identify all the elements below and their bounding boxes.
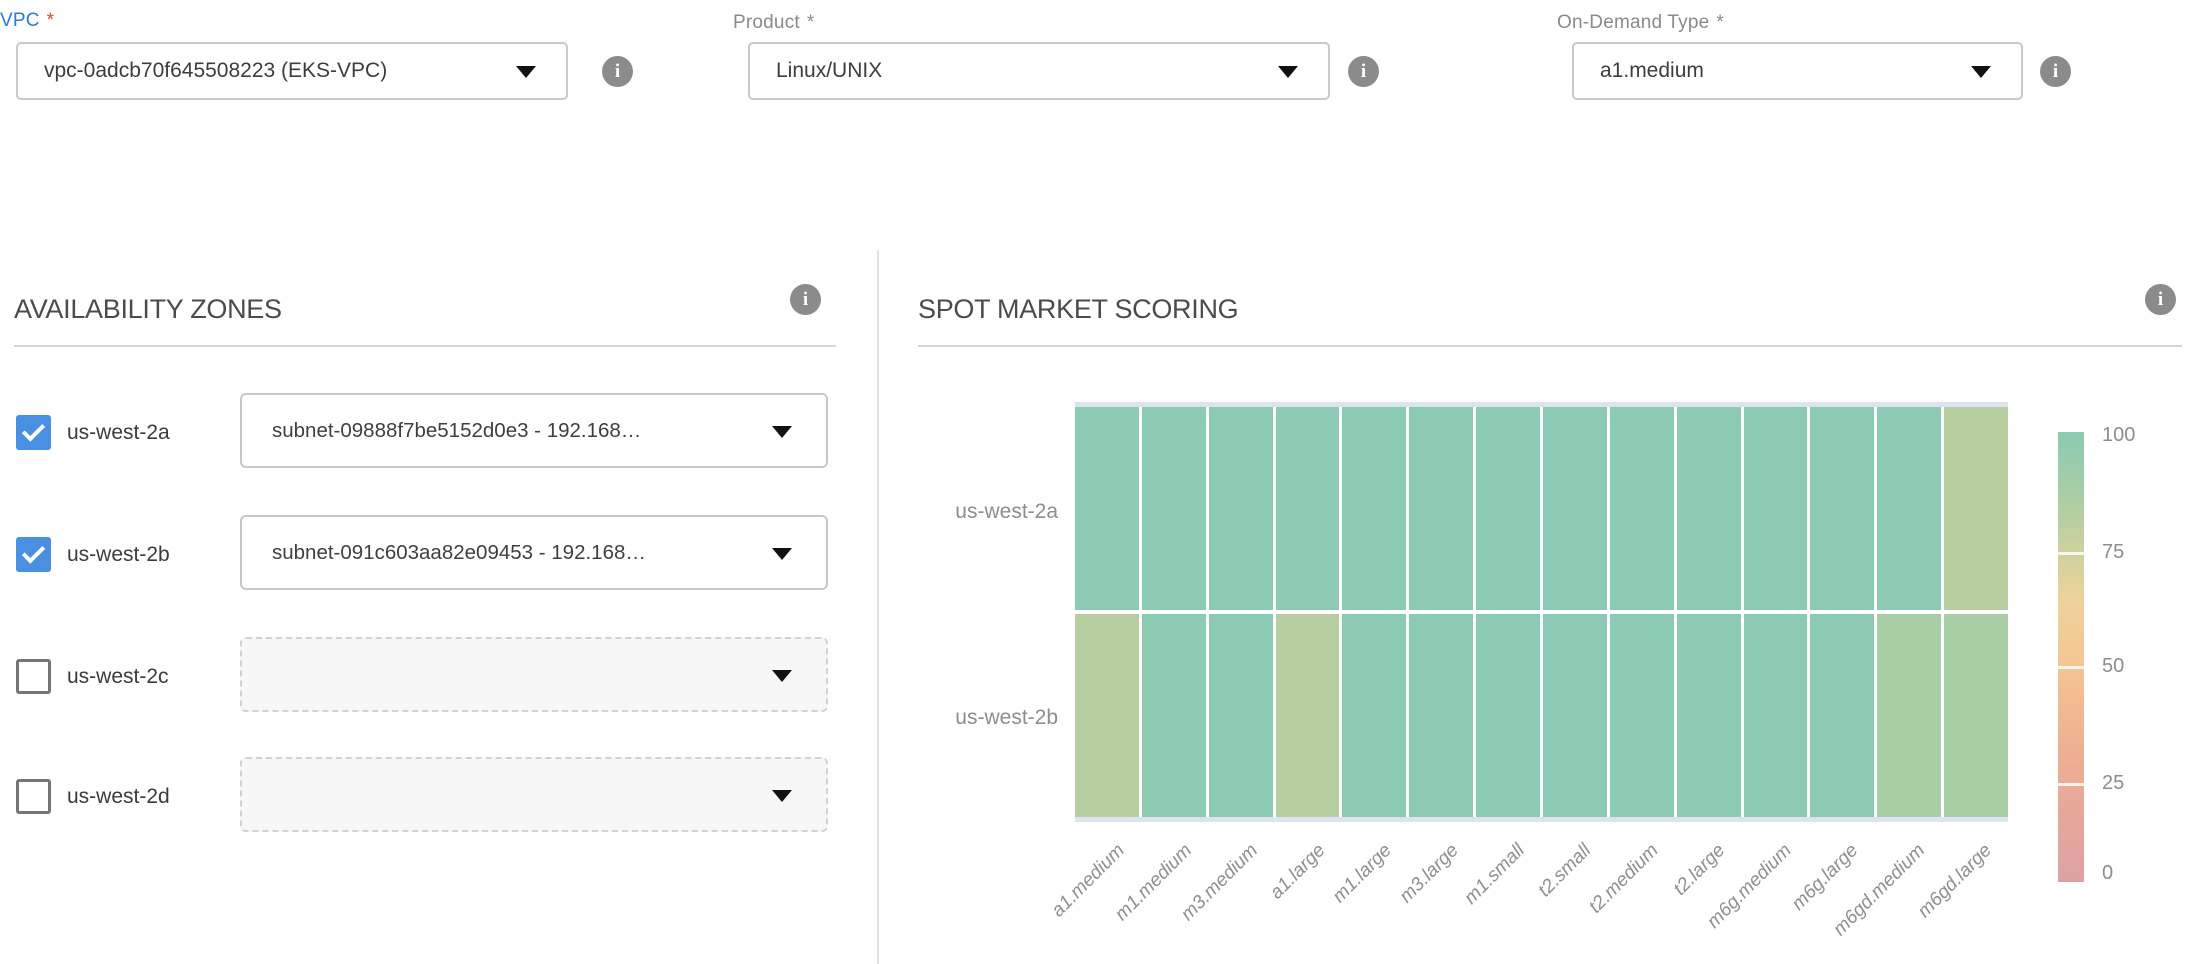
- heatmap-cell: [1810, 407, 1875, 610]
- heatmap-cell: [1676, 407, 1741, 610]
- chevron-down-icon: [1971, 66, 1991, 78]
- heatmap-cell: [1609, 407, 1674, 610]
- heatmap-cell: [1543, 614, 1607, 817]
- heatmap-cell: [1476, 407, 1540, 610]
- heatmap-cell: [1075, 614, 1139, 817]
- heatmap-xlabel: t2.small: [1534, 840, 1596, 902]
- colorbar-tick-label: 50: [2102, 655, 2125, 677]
- heatmap-cell: [1877, 614, 1942, 817]
- vpc-info-icon[interactable]: i: [602, 56, 633, 87]
- spot-market-scoring-title: SPOT MARKET SCORING: [918, 294, 1239, 324]
- heatmap: [1075, 402, 2008, 822]
- product-select[interactable]: Linux/UNIX: [748, 42, 1330, 100]
- heatmap-grid: [1075, 407, 2008, 817]
- on-demand-type-label: On-Demand Type *: [1557, 12, 1725, 33]
- subnet-select-us-west-2d: [240, 757, 828, 832]
- on-demand-type-info-icon[interactable]: i: [2040, 56, 2071, 87]
- chevron-down-icon: [772, 789, 792, 802]
- heatmap-cell: [1944, 407, 2008, 610]
- chevron-down-icon: [1278, 66, 1298, 78]
- az-checkbox-us-west-2d[interactable]: [16, 779, 51, 814]
- subnet-select-us-west-2a[interactable]: subnet-09888f7be5152d0e3 - 192.168…: [240, 393, 828, 468]
- product-label: Product *: [733, 12, 815, 33]
- az-label: us-west-2b: [67, 543, 170, 566]
- subnet-select-value: subnet-09888f7be5152d0e3 - 192.168…: [272, 418, 642, 442]
- heatmap-cell: [1141, 614, 1206, 817]
- heatmap-xlabel: a1.large: [1265, 840, 1330, 904]
- colorbar-tick-label: 25: [2102, 772, 2125, 794]
- on-demand-type-select[interactable]: a1.medium: [1572, 42, 2023, 100]
- heatmap-cell: [1543, 407, 1607, 610]
- on-demand-type-select-value: a1.medium: [1600, 59, 1704, 82]
- az-checkbox-us-west-2a[interactable]: [16, 415, 51, 450]
- required-asterisk: *: [806, 12, 815, 33]
- vertical-divider: [877, 250, 879, 964]
- heatmap-cell: [1409, 407, 1474, 610]
- vpc-label: VPC *: [0, 10, 55, 31]
- heatmap-xlabel: t2.large: [1669, 840, 1729, 900]
- heatmap-ylabel-us-west-2b: us-west-2b: [955, 706, 1058, 729]
- availability-zones-title: AVAILABILITY ZONES: [14, 294, 282, 324]
- heatmap-cell: [1743, 407, 1808, 610]
- heatmap-cell: [1676, 614, 1741, 817]
- spot-market-scoring-info-icon[interactable]: i: [2145, 284, 2176, 315]
- availability-zones-info-icon[interactable]: i: [790, 284, 821, 315]
- subnet-select-us-west-2c: [240, 637, 828, 712]
- chevron-down-icon: [772, 669, 792, 682]
- heatmap-cell: [1877, 407, 1942, 610]
- heatmap-cell: [1342, 614, 1407, 817]
- az-checkbox-us-west-2c[interactable]: [16, 659, 51, 694]
- heatmap-xlabel: m3.large: [1395, 840, 1463, 908]
- az-row-us-west-2a: us-west-2a subnet-09888f7be5152d0e3 - 19…: [0, 393, 836, 468]
- heatmap-cell: [1208, 407, 1273, 610]
- az-label: us-west-2c: [67, 665, 169, 688]
- heatmap-ylabel-us-west-2a: us-west-2a: [955, 500, 1058, 523]
- product-select-value: Linux/UNIX: [776, 59, 883, 82]
- az-label: us-west-2a: [67, 421, 170, 444]
- heatmap-cell: [1075, 407, 1139, 610]
- az-row-us-west-2b: us-west-2b subnet-091c603aa82e09453 - 19…: [0, 515, 836, 590]
- product-info-icon[interactable]: i: [1348, 56, 1379, 87]
- heatmap-cell: [1409, 614, 1474, 817]
- heatmap-cell: [1810, 614, 1875, 817]
- heatmap-cell: [1208, 614, 1273, 817]
- chevron-down-icon: [772, 547, 792, 560]
- subnet-select-value: subnet-091c603aa82e09453 - 192.168…: [272, 540, 646, 564]
- subnet-select-us-west-2b[interactable]: subnet-091c603aa82e09453 - 192.168…: [240, 515, 828, 590]
- heatmap-cell: [1743, 614, 1808, 817]
- colorbar-tick-label: 75: [2102, 541, 2125, 563]
- heatmap-cell: [1141, 407, 1206, 610]
- heatmap-cell: [1476, 614, 1540, 817]
- heatmap-xlabel: m1.large: [1328, 840, 1396, 908]
- vpc-select[interactable]: vpc-0adcb70f645508223 (EKS-VPC): [16, 42, 568, 100]
- az-checkbox-us-west-2b[interactable]: [16, 537, 51, 572]
- heatmap-border-strip: [1075, 817, 2008, 822]
- colorbar-tick-line: [2058, 666, 2084, 669]
- heatmap-xlabel: t2.medium: [1584, 840, 1663, 918]
- required-asterisk: *: [1716, 12, 1725, 33]
- spot-market-scoring-divider: [918, 345, 2182, 347]
- colorbar-tick-line: [2058, 783, 2084, 786]
- heatmap-xlabel: m1.small: [1460, 840, 1530, 909]
- colorbar-tick-label: 100: [2102, 424, 2136, 446]
- vpc-select-value: vpc-0adcb70f645508223 (EKS-VPC): [44, 59, 388, 82]
- az-row-us-west-2d: us-west-2d: [0, 757, 836, 832]
- required-asterisk: *: [46, 10, 55, 31]
- heatmap-border-strip: [1075, 402, 2008, 407]
- heatmap-colorbar: [2058, 432, 2084, 882]
- az-row-us-west-2c: us-west-2c: [0, 637, 836, 712]
- colorbar-tick-label: 0: [2102, 862, 2114, 884]
- heatmap-cell: [1275, 614, 1340, 817]
- availability-zones-divider: [14, 345, 836, 347]
- heatmap-cell: [1609, 614, 1674, 817]
- colorbar-tick-line: [2058, 552, 2084, 556]
- chevron-down-icon: [516, 66, 536, 78]
- heatmap-cell: [1342, 407, 1407, 610]
- heatmap-cell: [1944, 614, 2008, 817]
- heatmap-cell: [1275, 407, 1340, 610]
- az-label: us-west-2d: [67, 785, 170, 808]
- chevron-down-icon: [772, 425, 792, 438]
